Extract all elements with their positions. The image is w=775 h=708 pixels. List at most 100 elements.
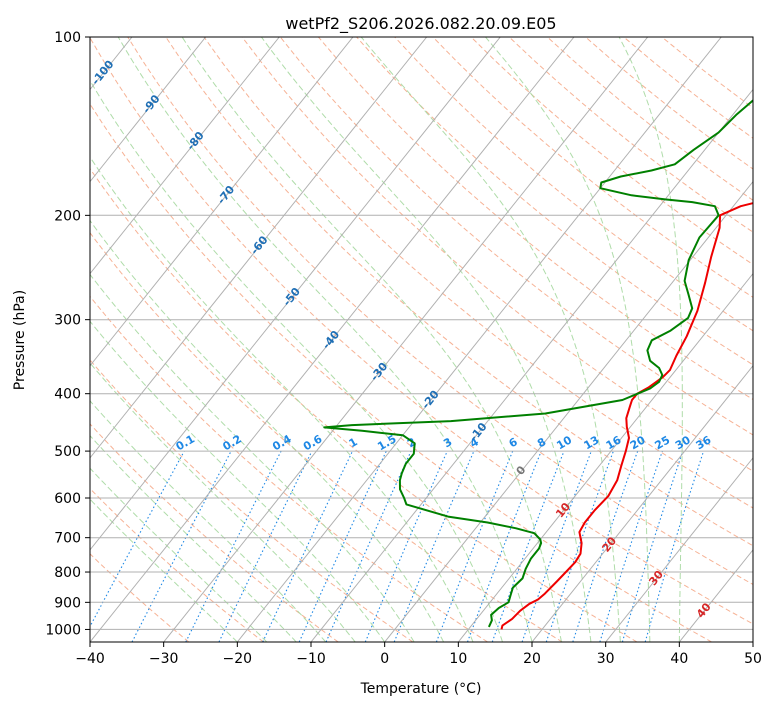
isotherm (310, 88, 753, 642)
mixing-ratio-label: 3 (441, 435, 454, 450)
mixing-ratio-label: 20 (628, 433, 648, 452)
series (323, 99, 753, 630)
isotherm-label: -70 (215, 183, 238, 207)
dry-adiabat (279, 37, 753, 436)
moist-adiabat (618, 37, 683, 642)
mixing-ratio-line (325, 450, 412, 642)
mixing-ratio-line (364, 450, 448, 642)
isotherm-label: 10 (553, 500, 573, 520)
mixing-ratio-line (491, 450, 565, 642)
isotherm-label: 40 (694, 600, 714, 620)
dry-adiabat (90, 231, 563, 642)
x-tick-label: 50 (744, 651, 762, 667)
moist-adiabat (260, 37, 592, 642)
x-tick-label: −20 (223, 651, 253, 667)
moist-adiabat (360, 37, 621, 642)
dry-adiabat (90, 487, 264, 642)
isotherm (90, 37, 207, 183)
dry-adiabat (90, 37, 753, 625)
isotherm (90, 37, 428, 459)
plot-frame (89, 36, 754, 643)
x-tick-label: 0 (380, 651, 389, 667)
dewpoint-profile (323, 99, 753, 628)
y-tick-label: 900 (54, 595, 81, 611)
y-tick-label: 800 (54, 565, 81, 581)
y-tick-label: 300 (54, 313, 81, 329)
x-tick-label: 40 (670, 651, 688, 667)
mixing-ratio-label: 0.4 (270, 432, 294, 453)
dry-adiabat (203, 37, 753, 509)
dry-adiabat (165, 37, 753, 547)
moist-adiabat (90, 467, 268, 642)
mixing-ratio-label: 25 (653, 433, 673, 452)
moist-adiabat (90, 79, 503, 642)
isotherm (531, 364, 753, 642)
dry-adiabat (432, 37, 753, 298)
y-tick-label: 100 (54, 30, 81, 46)
mixing-ratio-label: 30 (673, 433, 693, 452)
moist-adiabat (485, 37, 651, 642)
moist-adiabat (90, 435, 297, 642)
mixing-ratio-line (185, 450, 282, 642)
mixing-ratio-label: 0.2 (220, 432, 243, 453)
isotherm (236, 37, 722, 642)
dry-adiabat (508, 37, 753, 233)
grid (0, 37, 753, 642)
y-tick-label: 1000 (45, 622, 81, 638)
x-tick-label: 10 (449, 651, 467, 667)
y-tick-label: 200 (54, 208, 81, 224)
mixing-ratio-line (90, 450, 185, 628)
isotherm-label: -100 (89, 58, 117, 88)
moist-adiabat (90, 219, 445, 642)
chart-title: wetPf2_S206.2026.082.20.09.E05 (285, 14, 556, 34)
mixing-ratio-line (466, 450, 542, 642)
moist-adiabat (90, 320, 386, 642)
y-tick-label: 700 (54, 531, 81, 547)
mixing-ratio-label: 13 (582, 433, 602, 452)
mixing-ratio-line (572, 450, 639, 642)
isotherm (752, 641, 753, 642)
mixing-ratio-line (545, 450, 614, 642)
mixing-ratio-line (435, 450, 514, 642)
dry-adiabat (90, 103, 712, 642)
isotherm (0, 37, 58, 642)
mixing-ratio-line (521, 450, 592, 642)
x-tick-label: −30 (149, 651, 179, 667)
mixing-ratio-label: 0.6 (301, 432, 325, 453)
mixing-ratio-line (621, 450, 684, 642)
y-axis: 100 200 300 400 500 600 700 800 900 1000 (45, 30, 90, 638)
dry-adiabat (90, 295, 488, 642)
dry-adiabat (90, 423, 339, 642)
dry-adiabat (241, 37, 753, 472)
moist-adiabat (90, 273, 415, 642)
thermo-lines (90, 37, 753, 642)
mixing-ratio-line (218, 450, 313, 642)
moist-adiabat (90, 156, 474, 642)
x-axis-label: Temperature (°C) (360, 681, 482, 697)
isotherm-label: -20 (419, 388, 442, 412)
x-axis: −40 −30 −20 −10 0 10 20 30 40 50 (75, 642, 762, 667)
isotherm (163, 37, 649, 642)
isotherm-label: 30 (646, 568, 666, 588)
isotherm (90, 37, 280, 275)
isotherm (90, 37, 354, 367)
x-tick-label: 20 (523, 651, 541, 667)
mixing-ratio-label: 6 (507, 435, 520, 450)
isotherm (384, 180, 753, 642)
isotherm (90, 37, 575, 642)
y-tick-label: 500 (54, 444, 81, 460)
moist-adiabat (117, 37, 533, 642)
dry-adiabat (90, 167, 638, 642)
isotherm (678, 549, 753, 642)
mixing-ratio-line (262, 450, 353, 642)
dry-adiabat (394, 37, 753, 332)
moist-adiabat (90, 400, 327, 642)
isotherm-label: -90 (140, 92, 163, 116)
mixing-ratio-label: 1 (347, 435, 360, 450)
mixing-ratio-label: 8 (535, 435, 548, 450)
isotherm (605, 457, 753, 642)
mixing-ratio-label: 10 (554, 433, 574, 452)
dry-adiabat (470, 37, 753, 266)
moist-adiabat (90, 362, 356, 642)
mixing-ratio-line (599, 450, 663, 642)
